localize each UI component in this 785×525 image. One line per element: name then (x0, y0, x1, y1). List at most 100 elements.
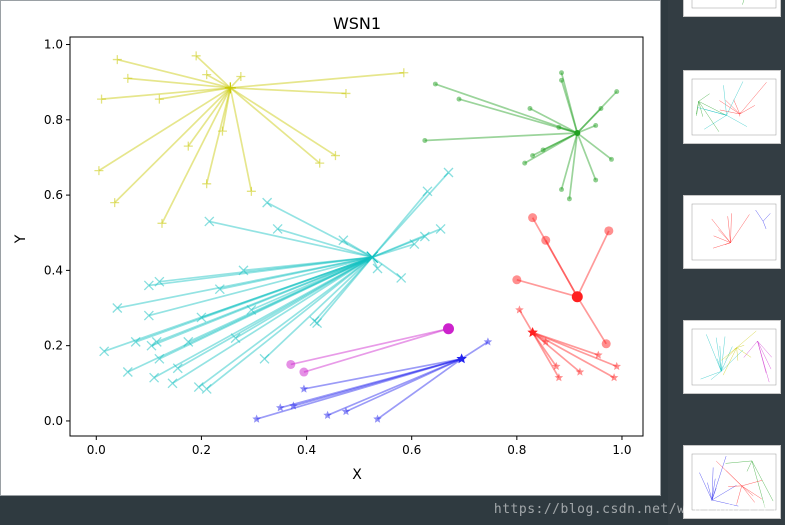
node-point (593, 177, 599, 183)
link-line (303, 357, 462, 390)
link-line (195, 55, 231, 89)
link-line (542, 132, 578, 151)
node-point (598, 106, 604, 111)
node-point (432, 81, 438, 87)
node-point (554, 373, 564, 382)
node-point (527, 106, 533, 111)
node-point (202, 179, 212, 189)
link-line (371, 190, 429, 258)
node-point (193, 382, 204, 393)
link-line (345, 358, 462, 413)
link-line (243, 256, 373, 272)
node-point (541, 235, 551, 245)
node-point (614, 89, 620, 95)
node-point (373, 414, 382, 423)
link-line (230, 86, 347, 95)
link-line (156, 256, 373, 343)
node-point (272, 224, 283, 234)
node-point (94, 166, 104, 176)
link-line (316, 256, 373, 324)
link-line (568, 132, 579, 199)
node-point (143, 310, 154, 321)
node-point (312, 318, 323, 329)
y-axis-label: Y (13, 234, 29, 244)
link-line (159, 256, 373, 360)
link-line (161, 87, 232, 224)
link-line (103, 256, 373, 353)
link-line (153, 256, 373, 379)
link-line (135, 256, 373, 343)
link-line (266, 201, 373, 258)
watermark-text: https://blog.csdn.net/wsh596823919 (493, 502, 777, 517)
node-point (528, 213, 538, 223)
y-tick-label: 0.6 (44, 188, 63, 202)
thumbnail-item[interactable] (683, 195, 781, 269)
node-point (512, 275, 522, 285)
link-line (251, 256, 373, 311)
node-point (259, 353, 270, 364)
node-point (146, 340, 157, 351)
link-line (532, 331, 581, 373)
node-point (110, 198, 120, 208)
link-line (127, 77, 231, 89)
node-point (151, 336, 162, 347)
thumbnail-item[interactable] (683, 320, 781, 394)
node-point (201, 383, 212, 394)
thumbnail-item[interactable] (683, 445, 781, 519)
node-point (172, 363, 183, 374)
node-point (341, 88, 351, 98)
link-line (277, 228, 373, 259)
node-point (559, 186, 564, 192)
y-tick-label: 0.8 (44, 113, 63, 127)
link-line (303, 327, 449, 373)
node-point (154, 276, 165, 287)
x-tick-label: 0.8 (507, 443, 526, 457)
node-point (522, 160, 528, 166)
node-point (419, 231, 430, 242)
link-line (532, 331, 618, 368)
link-line (187, 87, 232, 147)
link-line (263, 256, 373, 360)
link-line (532, 331, 599, 356)
node-point (112, 303, 123, 313)
node-point (559, 77, 564, 83)
link-line (560, 72, 579, 134)
link-line (280, 358, 462, 409)
x-tick-label: 0.2 (192, 443, 211, 457)
link-line (524, 132, 578, 164)
node-point (323, 410, 332, 419)
node-point (551, 361, 561, 370)
node-point (154, 94, 164, 104)
node-point (422, 138, 428, 143)
node-point (246, 186, 256, 196)
cluster-head-point (456, 353, 467, 364)
node-point (541, 337, 551, 346)
node-point (299, 367, 309, 377)
link-line (229, 75, 242, 89)
link-line (371, 256, 379, 269)
link-line (532, 132, 578, 157)
link-line (372, 243, 415, 259)
link-line (560, 80, 579, 134)
node-point (608, 156, 614, 162)
link-line (229, 87, 253, 192)
link-line (229, 87, 321, 164)
link-line (206, 73, 231, 89)
link-line (127, 256, 373, 373)
link-line (531, 332, 560, 379)
y-tick-label: 1.0 (44, 38, 63, 52)
node-point (130, 336, 141, 347)
node-point (530, 153, 536, 159)
link-line (114, 87, 231, 204)
link-line (290, 327, 449, 366)
node-point (396, 272, 407, 283)
link-line (576, 107, 602, 134)
link-line (576, 132, 597, 181)
link-line (117, 256, 373, 309)
link-line (531, 217, 579, 298)
thumbnail-item[interactable] (683, 0, 781, 17)
thumbnail-item[interactable] (683, 70, 781, 144)
node-point (286, 359, 296, 369)
figure-panel: 0.0 0.2 0.4 0.6 0.8 1.0 0.0 0.2 0.4 0.6 0.8 1.0 WSN… (0, 0, 661, 496)
node-point (276, 403, 285, 412)
